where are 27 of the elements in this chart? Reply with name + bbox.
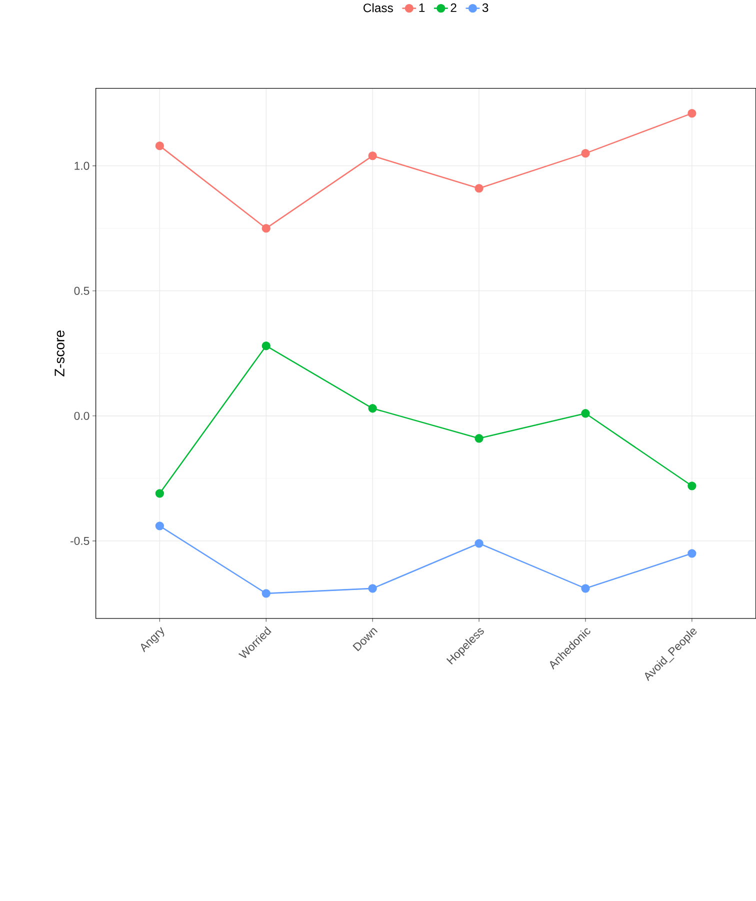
y-tick-label: 0.5	[74, 286, 90, 295]
point	[688, 482, 696, 490]
point	[262, 589, 270, 598]
point	[474, 539, 484, 548]
y-tick-label: 1.0	[74, 162, 90, 170]
point	[581, 409, 590, 418]
legend-title: Class	[363, 3, 393, 12]
point	[155, 522, 164, 530]
point	[262, 342, 270, 350]
point	[581, 148, 590, 158]
point	[368, 151, 377, 160]
legend-label: 1	[419, 3, 425, 12]
point	[474, 434, 484, 443]
point	[155, 141, 164, 150]
point	[688, 108, 696, 118]
point	[688, 549, 696, 558]
y-axis-title: Z-score	[54, 330, 64, 376]
legend-label: 2	[450, 3, 456, 12]
point	[368, 584, 377, 593]
point	[262, 224, 270, 233]
point	[581, 584, 590, 593]
y-tick-label: 0.0	[74, 412, 90, 420]
point	[368, 404, 377, 413]
point	[155, 489, 164, 498]
legend-label: 3	[482, 3, 488, 12]
point	[474, 184, 484, 193]
y-tick-label: -0.5	[70, 536, 90, 545]
